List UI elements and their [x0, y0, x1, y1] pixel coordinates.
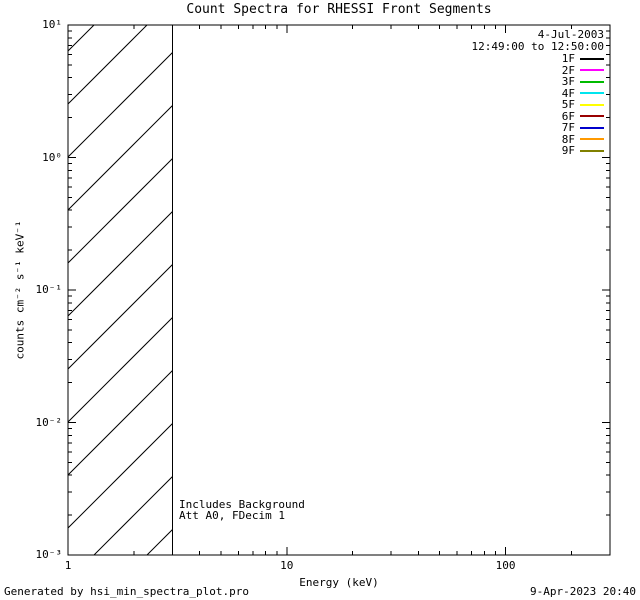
x-tick-label: 100	[495, 559, 516, 572]
legend-entry: 3F	[472, 76, 604, 88]
plot-annotations: Includes Background Att A0, FDecim 1	[179, 499, 305, 521]
legend-entry: 6F	[472, 109, 604, 123]
legend-entry: 9F	[472, 145, 604, 157]
legend-color-line	[580, 80, 604, 83]
legend-color-line	[580, 57, 604, 60]
annotation-background: Includes Background	[179, 498, 305, 511]
legend-entry: 1F	[472, 53, 604, 65]
legend-color-line	[580, 115, 604, 118]
legend-entry-label: 5F	[561, 98, 575, 111]
legend-entry-label: 7F	[561, 121, 575, 134]
legend-entry-label: 6F	[561, 109, 575, 123]
legend-date: 4-Jul-2003	[537, 28, 604, 41]
legend-color-line	[580, 69, 604, 72]
y-tick-label: 10⁻¹	[35, 283, 63, 296]
chart-title: Count Spectra for RHESSI Front Segments	[186, 2, 492, 17]
plot-timestamp: 9-Apr-2023 20:40	[530, 585, 636, 598]
legend-color-line	[580, 138, 604, 141]
x-tick-label: 1	[64, 559, 72, 572]
legend-entry: 7F	[472, 122, 604, 134]
legend-color-line	[580, 92, 604, 95]
hatched-region	[68, 25, 173, 555]
legend-entry-label: 9F	[561, 144, 575, 157]
legend-entry-label: 1F	[561, 52, 575, 65]
y-tick-label: 10⁻³	[35, 548, 63, 561]
legend-color-line	[580, 103, 604, 106]
legend-entry-label: 4F	[561, 86, 575, 100]
legend-entry-label: 8F	[561, 132, 575, 146]
y-tick-label: 10⁻²	[35, 415, 63, 429]
legend-entry: 8F	[472, 132, 604, 146]
legend-entry: 5F	[472, 99, 604, 111]
x-axis-label: Energy (keV)	[299, 576, 379, 589]
legend-color-line	[580, 126, 604, 129]
x-tick-label: 10	[280, 559, 294, 572]
annotation-attenuator: Att A0, FDecim 1	[179, 509, 285, 522]
y-tick-label: 10¹	[42, 18, 62, 31]
legend-entry: 4F	[472, 86, 604, 100]
legend-entry-label: 3F	[561, 75, 575, 88]
y-axis-label: counts cm⁻² s⁻¹ keV⁻¹	[13, 220, 27, 360]
legend-entry-label: 2F	[561, 63, 575, 77]
generator-credit: Generated by hsi_min_spectra_plot.pro	[4, 585, 250, 598]
legend-color-line	[580, 149, 604, 152]
y-tick-label: 10⁰	[42, 150, 62, 164]
legend-entry: 2F	[472, 63, 604, 77]
axis-ticks	[67, 24, 611, 556]
legend-time-range: 12:49:00 to 12:50:00	[471, 40, 604, 53]
legend: 4-Jul-2003 12:49:00 to 12:50:00 1F 2F 3F…	[472, 29, 604, 157]
